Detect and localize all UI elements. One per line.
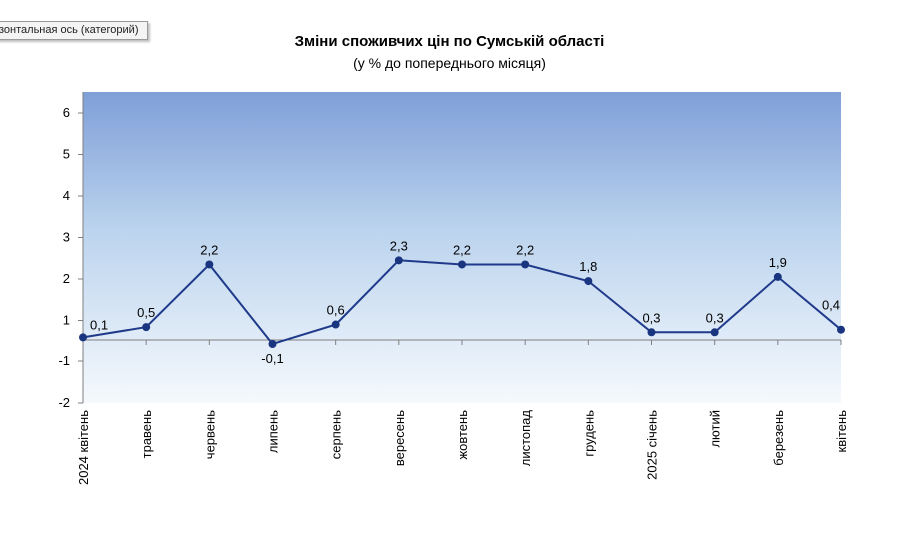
y-tick-label: 3 <box>63 230 70 245</box>
data-label: 2,2 <box>516 242 534 257</box>
chart-title: Зміни споживчих цін по Сумській області <box>294 33 605 50</box>
y-tick-label: 4 <box>63 188 70 203</box>
data-point <box>773 272 782 281</box>
y-tick-label: -1 <box>58 353 70 368</box>
y-tick-label: 1 <box>63 313 70 328</box>
x-tick-label: лютий <box>708 410 723 448</box>
x-tick-label: березень <box>771 410 786 466</box>
x-tick-label: серпень <box>329 410 344 459</box>
y-tick-label: 6 <box>63 105 70 120</box>
data-label: 2,3 <box>390 238 408 253</box>
data-point <box>521 260 530 269</box>
data-label: 0,3 <box>706 310 724 325</box>
data-point <box>584 277 593 286</box>
data-label: 0,6 <box>327 303 345 318</box>
axis-tooltip: зонтальная ось (категорий) <box>0 21 148 40</box>
data-point <box>142 323 151 332</box>
x-tick-label: червень <box>202 410 217 459</box>
data-label: 0,1 <box>90 317 108 332</box>
data-label: 0,3 <box>642 310 660 325</box>
x-tick-label: 2024 квітень <box>76 410 91 485</box>
plot-area <box>83 92 841 403</box>
data-point <box>331 320 340 329</box>
data-label: 0,4 <box>822 298 840 313</box>
y-tick-label: 5 <box>63 147 70 162</box>
data-point <box>394 256 403 265</box>
data-point <box>205 260 214 269</box>
data-point <box>458 260 466 269</box>
data-label: 1,9 <box>769 255 787 270</box>
x-tick-label: липень <box>266 410 281 453</box>
x-tick-label: 2025 січень <box>645 410 660 480</box>
data-point <box>710 328 719 337</box>
x-tick-label: квітень <box>834 410 849 453</box>
x-tick-label: листопад <box>518 410 533 467</box>
data-label: 2,2 <box>453 242 471 257</box>
data-point <box>79 333 87 342</box>
x-tick-label: жовтень <box>455 410 470 460</box>
data-label: 1,8 <box>579 259 597 274</box>
chart-subtitle: (у % до попереднього місяця) <box>353 55 546 71</box>
x-tick-label: вересень <box>392 410 407 466</box>
data-label: -0,1 <box>261 351 283 366</box>
y-tick-label: 2 <box>63 271 70 286</box>
data-label: 0,5 <box>137 305 155 320</box>
y-tick-label: -2 <box>58 395 70 410</box>
data-point <box>268 340 277 348</box>
x-tick-label: травень <box>139 410 154 459</box>
data-point <box>837 325 845 334</box>
data-point <box>647 328 656 337</box>
data-label: 2,2 <box>200 242 218 257</box>
x-tick-label: грудень <box>581 410 596 457</box>
